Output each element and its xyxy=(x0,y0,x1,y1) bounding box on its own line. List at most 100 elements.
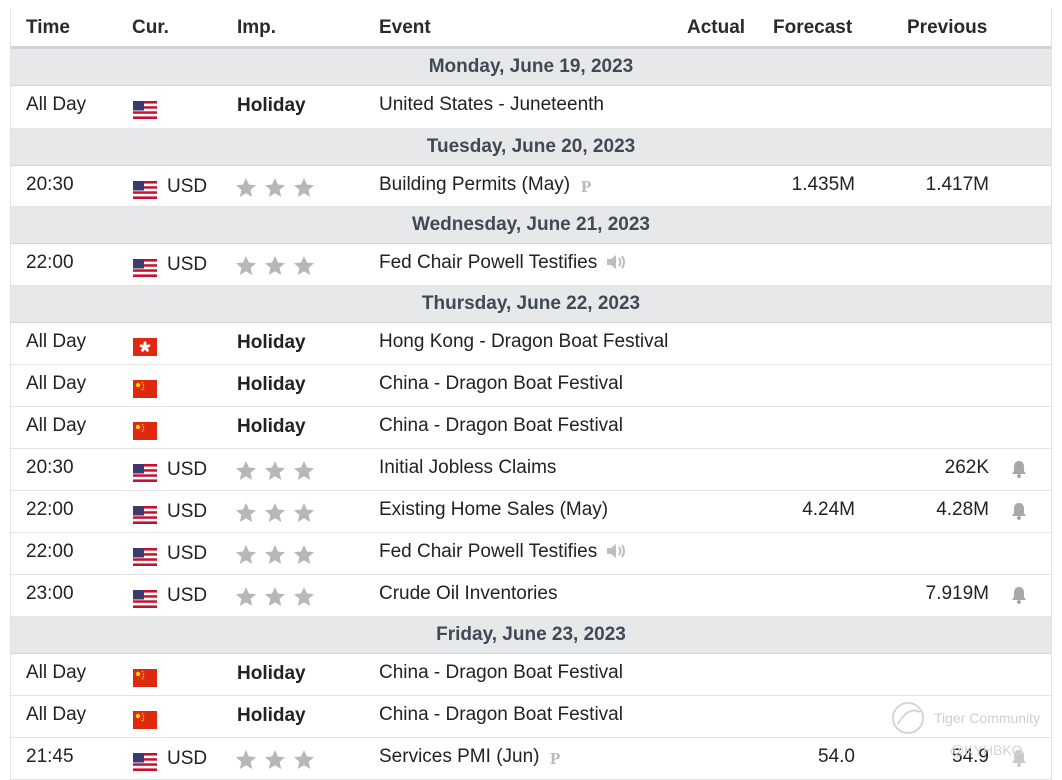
importance-holiday: Holiday xyxy=(237,416,306,437)
day-header: Friday, June 23, 2023 xyxy=(11,617,1051,654)
event-time: 22:00 xyxy=(26,252,74,273)
hk-flag-icon xyxy=(133,338,157,356)
star-icon xyxy=(236,545,256,564)
table-row[interactable]: All Day Holiday China - Dragon Boat Fest… xyxy=(11,407,1051,449)
table-row[interactable]: All Day Holiday Hong Kong - Dragon Boat … xyxy=(11,323,1051,365)
p-icon: P xyxy=(550,749,560,768)
event-name[interactable]: Fed Chair Powell Testifies xyxy=(379,541,629,563)
importance-stars xyxy=(235,255,325,283)
event-name[interactable]: Crude Oil Inventories xyxy=(379,583,558,604)
previous-value: 262K xyxy=(944,457,989,478)
star-icon xyxy=(265,750,285,769)
col-previous[interactable]: Previous xyxy=(907,17,988,38)
event-time: All Day xyxy=(26,94,87,115)
currency: USD xyxy=(167,176,208,197)
importance-stars xyxy=(235,460,325,488)
bell-icon[interactable] xyxy=(1009,748,1029,768)
col-time[interactable]: Time xyxy=(26,17,71,38)
tiger-community-logo xyxy=(892,702,924,734)
table-header: Time Cur. Imp. Event Actual Forecast Pre… xyxy=(11,8,1051,49)
event-time: 23:00 xyxy=(26,583,74,604)
currency: USD xyxy=(167,254,208,275)
col-actual[interactable]: Actual xyxy=(687,17,746,38)
importance-stars xyxy=(235,586,325,614)
us-flag-icon xyxy=(133,181,157,199)
event-name[interactable]: China - Dragon Boat Festival xyxy=(379,662,623,683)
star-icon xyxy=(236,503,256,522)
col-forecast[interactable]: Forecast xyxy=(773,17,853,38)
day-header: Thursday, June 22, 2023 xyxy=(11,286,1051,323)
speaker-icon xyxy=(607,255,626,269)
star-icon xyxy=(294,587,314,606)
importance-stars xyxy=(235,502,325,530)
star-icon xyxy=(294,545,314,564)
importance-holiday: Holiday xyxy=(237,663,306,684)
star-icon xyxy=(236,461,256,480)
forecast-value: 54.0 xyxy=(818,746,855,767)
star-icon xyxy=(236,750,256,769)
bell-icon[interactable] xyxy=(1009,585,1029,605)
star-icon xyxy=(265,545,285,564)
importance-holiday: Holiday xyxy=(237,332,306,353)
event-time: 21:45 xyxy=(26,746,74,767)
importance-stars xyxy=(235,544,325,572)
importance-holiday: Holiday xyxy=(237,95,306,116)
event-name-text: Fed Chair Powell Testifies xyxy=(379,541,598,562)
table-row[interactable]: 20:30 USD Building Permits (May) P 1.435M… xyxy=(11,166,1051,207)
us-flag-icon xyxy=(133,506,157,524)
us-flag-icon xyxy=(133,548,157,566)
event-name[interactable]: Fed Chair Powell Testifies xyxy=(379,252,629,274)
table-row[interactable]: All Day Holiday China - Dragon Boat Fest… xyxy=(11,696,1051,738)
event-name[interactable]: Services PMI (Jun) P xyxy=(379,746,567,768)
event-name[interactable]: China - Dragon Boat Festival xyxy=(379,704,623,725)
event-name[interactable]: Building Permits (May) P xyxy=(379,174,598,196)
currency: USD xyxy=(167,585,208,606)
svg-text:P: P xyxy=(581,177,591,194)
star-icon xyxy=(236,178,256,197)
table-row[interactable]: 22:00 USD Fed Chair Powell Testifies xyxy=(11,244,1051,286)
event-name[interactable]: Existing Home Sales (May) xyxy=(379,499,609,520)
us-flag-icon xyxy=(133,101,157,119)
previous-value: 4.28M xyxy=(936,499,989,520)
event-name-text: Building Permits (May) xyxy=(379,174,571,195)
star-icon xyxy=(265,587,285,606)
previous-value: 54.9 xyxy=(952,746,989,767)
table-row[interactable]: All Day Holiday China - Dragon Boat Fest… xyxy=(11,654,1051,696)
p-icon: P xyxy=(581,177,591,196)
previous-value: 7.919M xyxy=(925,583,989,604)
bell-icon[interactable] xyxy=(1009,459,1029,479)
star-icon xyxy=(294,178,314,197)
watermark-user: @KYHBKO xyxy=(950,742,1023,758)
event-time: All Day xyxy=(26,662,87,683)
cn-flag-icon xyxy=(133,711,157,729)
table-row[interactable]: 22:00 USD Existing Home Sales (May) 4.24… xyxy=(11,491,1051,533)
table-row[interactable]: All Day Holiday United States - Juneteen… xyxy=(11,86,1051,129)
col-importance[interactable]: Imp. xyxy=(237,17,277,38)
forecast-value: 1.435M xyxy=(791,174,855,195)
col-currency[interactable]: Cur. xyxy=(132,17,169,38)
currency: USD xyxy=(167,501,208,522)
table-row[interactable]: All Day Holiday China - Dragon Boat Fest… xyxy=(11,365,1051,407)
table-row[interactable]: 21:45 USD Services PMI (Jun) P 54.0 54.9 xyxy=(11,738,1051,780)
star-icon xyxy=(294,503,314,522)
event-name[interactable]: China - Dragon Boat Festival xyxy=(379,415,623,436)
watermark-brand: Tiger Community xyxy=(934,710,1041,726)
table-row[interactable]: 22:00 USD Fed Chair Powell Testifies xyxy=(11,533,1051,575)
event-name[interactable]: United States - Juneteenth xyxy=(379,94,604,115)
day-header: Wednesday, June 21, 2023 xyxy=(11,207,1051,244)
star-icon xyxy=(265,256,285,275)
star-icon xyxy=(294,256,314,275)
event-time: All Day xyxy=(26,331,87,352)
cn-flag-icon xyxy=(133,422,157,440)
table-row[interactable]: 23:00 USD Crude Oil Inventories 7.919M xyxy=(11,575,1051,617)
star-icon xyxy=(265,178,285,197)
importance-stars xyxy=(235,749,325,777)
event-time: 22:00 xyxy=(26,541,74,562)
bell-icon[interactable] xyxy=(1009,501,1029,521)
event-name[interactable]: Initial Jobless Claims xyxy=(379,457,557,478)
event-name[interactable]: Hong Kong - Dragon Boat Festival xyxy=(379,331,669,352)
currency: USD xyxy=(167,459,208,480)
table-row[interactable]: 20:30 USD Initial Jobless Claims 262K xyxy=(11,449,1051,491)
col-event[interactable]: Event xyxy=(379,17,431,38)
event-name[interactable]: China - Dragon Boat Festival xyxy=(379,373,623,394)
